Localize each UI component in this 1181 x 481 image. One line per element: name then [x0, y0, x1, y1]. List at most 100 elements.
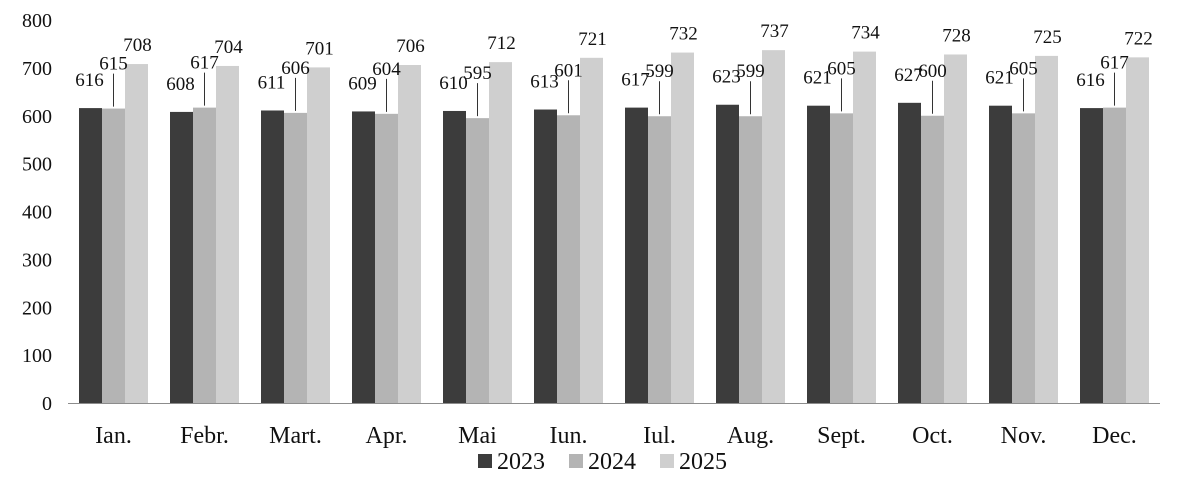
x-tick-label: Iun. [550, 423, 588, 449]
legend-label-2024: 2024 [588, 449, 636, 475]
bar-2025-febr [216, 65, 239, 404]
legend-swatch-2025 [660, 454, 674, 468]
x-tick-label: Apr. [366, 423, 408, 449]
data-label-2023: 627 [894, 65, 923, 86]
data-label-2024: 595 [463, 63, 492, 84]
data-label-2023: 609 [348, 73, 377, 94]
data-label-2024: 601 [554, 60, 583, 81]
y-tick-label: 800 [22, 10, 52, 32]
data-label-2024: 604 [372, 59, 401, 80]
y-tick-label: 100 [22, 345, 52, 367]
legend-swatch-2023 [478, 454, 492, 468]
y-tick-label: 300 [22, 249, 52, 271]
y-tick-label: 500 [22, 154, 52, 176]
data-label-2024: 615 [99, 54, 128, 75]
bar-2024-iul [648, 116, 671, 403]
bar-2023-apr [352, 111, 375, 403]
x-tick-label: Mart. [269, 423, 322, 449]
bar-2025-oct [944, 54, 967, 403]
bar-2024-ian [102, 108, 125, 403]
data-label-2025: 737 [760, 21, 789, 42]
data-label-2025: 734 [851, 23, 880, 44]
bar-2023-mai [443, 110, 466, 404]
bar-2023-iun [534, 109, 557, 404]
y-tick-label: 700 [22, 58, 52, 80]
data-label-2025: 706 [396, 36, 425, 57]
data-label-2024: 605 [827, 58, 856, 79]
data-label-2025: 721 [578, 29, 607, 50]
x-tick-label: Ian. [95, 423, 132, 449]
bar-2025-apr [398, 65, 421, 403]
data-label-2025: 728 [942, 25, 971, 46]
legend-swatch-2024 [569, 454, 583, 468]
bar-2024-aug [739, 116, 762, 403]
data-label-2024: 617 [1100, 53, 1129, 74]
data-label-2025: 701 [305, 38, 334, 59]
data-label-2023: 616 [1076, 70, 1105, 91]
data-label-2025: 725 [1033, 27, 1062, 48]
bar-2024-apr [375, 113, 398, 404]
data-label-2023: 616 [75, 70, 104, 91]
y-tick-label: 200 [22, 297, 52, 319]
data-label-2024: 599 [645, 61, 674, 82]
bar-2025-dec [1126, 57, 1149, 403]
data-label-2024: 605 [1009, 58, 1038, 79]
legend: 2023 2024 2025 [478, 449, 727, 475]
y-tick-label: 600 [22, 106, 52, 128]
data-label-2025: 708 [123, 35, 152, 56]
bar-2024-febr [193, 107, 216, 403]
bar-2024-oct [921, 115, 944, 403]
data-label-2023: 617 [621, 70, 650, 91]
data-label-2024: 600 [918, 61, 947, 82]
bar-2024-mart [284, 112, 307, 403]
data-label-2024: 599 [736, 61, 765, 82]
bar-2023-ian [79, 108, 102, 403]
bar-2023-nov [989, 105, 1012, 403]
bar-2025-iun [580, 57, 603, 403]
legend-label-2023: 2023 [497, 449, 545, 475]
data-label-2023: 611 [258, 72, 286, 93]
bar-2023-oct [898, 102, 921, 403]
bars [79, 50, 1149, 404]
data-label-2024: 606 [281, 58, 310, 79]
bar-2024-sept [830, 113, 853, 403]
x-tick-label: Nov. [1001, 423, 1047, 449]
bar-2023-aug [716, 104, 739, 404]
data-label-2023: 613 [530, 72, 559, 93]
bar-2025-aug [762, 50, 785, 403]
bar-2024-mai [466, 118, 489, 404]
data-label-2025: 704 [214, 37, 243, 58]
x-tick-label: Aug. [727, 423, 774, 449]
bar-2024-nov [1012, 113, 1035, 403]
bar-2025-mai [489, 62, 512, 403]
data-label-2025: 722 [1124, 28, 1153, 49]
x-tick-label: Dec. [1092, 423, 1137, 449]
x-tick-label: Febr. [180, 423, 229, 449]
bar-2023-dec [1080, 108, 1103, 403]
bar-2024-iun [557, 115, 580, 404]
bar-2023-febr [170, 111, 193, 404]
data-label-2023: 621 [803, 68, 832, 89]
y-tick-label: 400 [22, 202, 52, 224]
data-label-2023: 608 [166, 74, 195, 95]
x-tick-label: Iul. [643, 423, 676, 449]
data-label-2023: 623 [712, 67, 741, 88]
axes: 0 100 200 300 400 500 600 700 800 Ian. Febr. Mart. A… [22, 10, 1160, 449]
data-labels: 6166157086086177046116067016096047066105… [75, 21, 1153, 117]
data-label-2024: 617 [190, 53, 219, 74]
bar-2024-dec [1103, 107, 1126, 403]
data-label-2025: 732 [669, 24, 698, 45]
bar-2025-mart [307, 67, 330, 404]
data-label-2023: 610 [439, 73, 468, 94]
bar-2023-mart [261, 110, 284, 403]
bar-2025-nov [1035, 55, 1058, 403]
x-tick-label: Oct. [912, 423, 953, 449]
bar-2025-sept [853, 51, 876, 403]
bar-2023-iul [625, 107, 648, 403]
x-tick-label: Sept. [817, 423, 866, 449]
x-tick-label: Mai [458, 423, 497, 449]
data-label-2025: 712 [487, 33, 516, 54]
bar-2023-sept [807, 105, 830, 403]
